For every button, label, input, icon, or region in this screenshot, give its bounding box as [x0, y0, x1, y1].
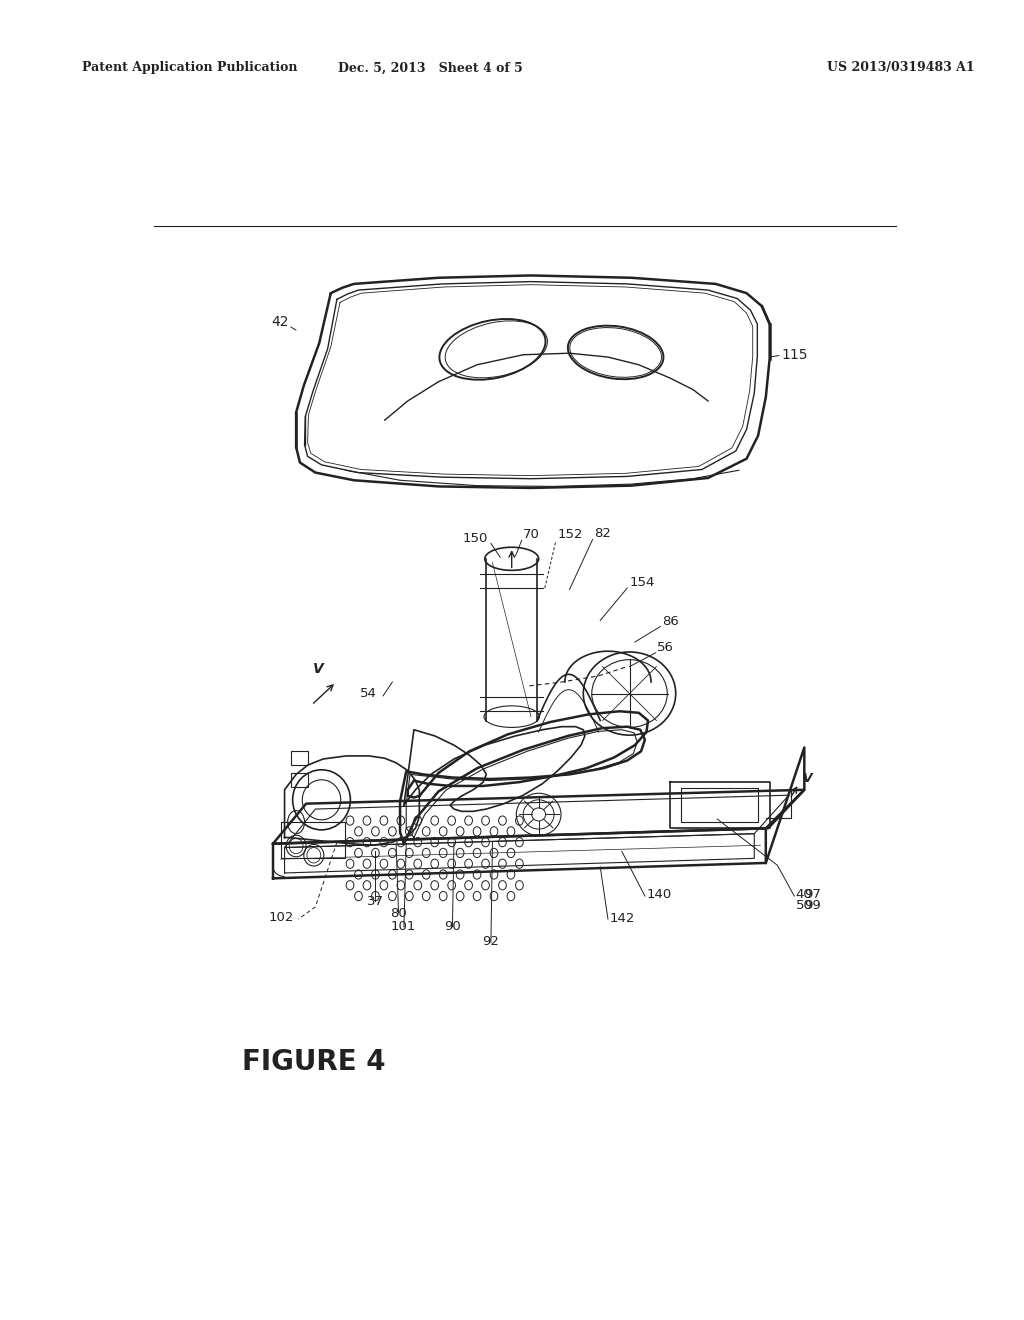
Text: 80: 80: [390, 907, 407, 920]
Text: V: V: [802, 772, 812, 785]
Text: FIGURE 4: FIGURE 4: [243, 1048, 386, 1076]
Text: 115: 115: [781, 347, 808, 362]
Text: 82: 82: [594, 527, 611, 540]
Text: 154: 154: [630, 576, 655, 589]
Text: 86: 86: [662, 615, 679, 628]
Text: 50: 50: [796, 899, 813, 912]
Text: 140: 140: [646, 887, 672, 900]
Text: 150: 150: [463, 532, 487, 545]
Text: 152: 152: [557, 528, 583, 541]
Text: 92: 92: [482, 936, 500, 948]
Text: 97: 97: [804, 887, 821, 900]
Text: 101: 101: [390, 920, 416, 933]
Text: Patent Application Publication: Patent Application Publication: [82, 62, 297, 74]
Text: 56: 56: [657, 642, 674, 655]
Text: 102: 102: [268, 911, 294, 924]
Text: 37: 37: [367, 895, 384, 908]
Text: 90: 90: [444, 920, 461, 933]
Text: US 2013/0319483 A1: US 2013/0319483 A1: [827, 62, 975, 74]
Text: 40: 40: [796, 887, 813, 900]
Text: 42: 42: [271, 315, 289, 330]
Text: 142: 142: [609, 912, 635, 925]
Text: Dec. 5, 2013   Sheet 4 of 5: Dec. 5, 2013 Sheet 4 of 5: [338, 62, 522, 74]
Text: 70: 70: [523, 528, 540, 541]
Text: 99: 99: [804, 899, 821, 912]
Text: 54: 54: [360, 688, 377, 701]
Text: V: V: [313, 661, 324, 676]
